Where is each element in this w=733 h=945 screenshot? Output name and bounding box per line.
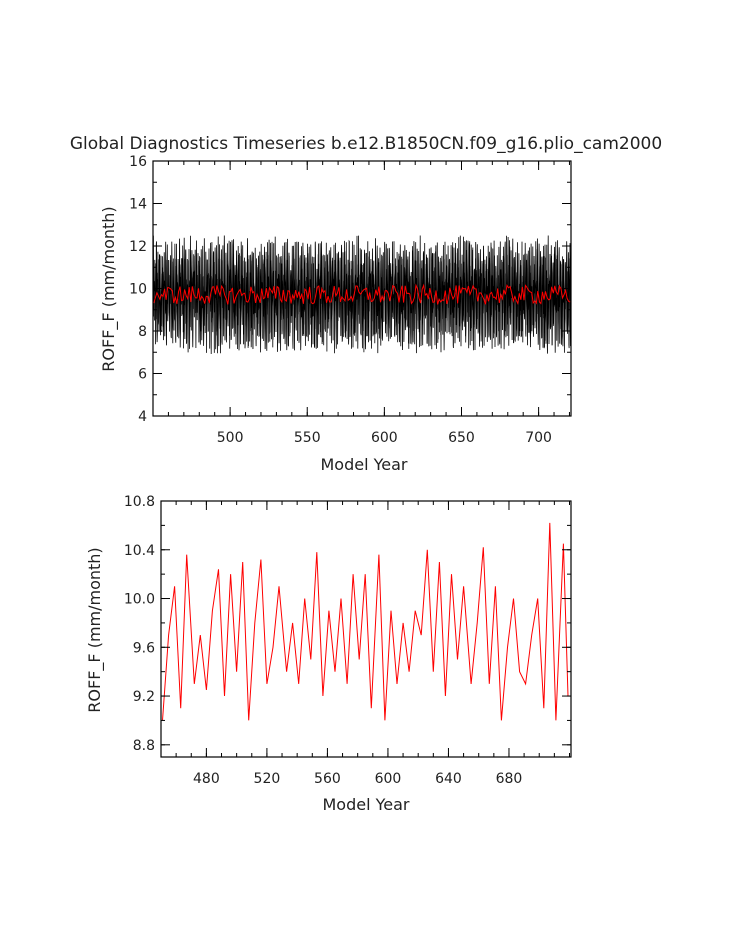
top-panel: 500 550 600 650 700 4 6 8 10 12 14 16 Model Year RO… xyxy=(99,154,572,474)
top-annual-line xyxy=(153,283,571,306)
figure-title: Global Diagnostics Timeseries b.e12.B185… xyxy=(70,134,662,154)
bottom-annual-series xyxy=(162,522,569,721)
top-y-tick-label: 4 xyxy=(138,409,147,425)
top-annual-series xyxy=(153,283,571,306)
top-y-tick-label: 16 xyxy=(129,154,147,170)
bottom-y-tick-label: 8.8 xyxy=(133,738,155,754)
bottom-x-tick-label: 480 xyxy=(193,771,220,787)
top-monthly-series xyxy=(152,235,572,355)
bottom-x-tick-label: 640 xyxy=(435,771,462,787)
top-monthly-line xyxy=(152,235,572,355)
top-y-tick-label: 14 xyxy=(129,197,147,213)
top-y-tick-label: 8 xyxy=(138,324,147,340)
bottom-y-tick-label: 10.8 xyxy=(124,494,155,510)
bottom-x-axis-label: Model Year xyxy=(323,795,410,814)
bottom-panel: 480 520 560 600 640 6808.89.29.610.010.410.8 … xyxy=(85,494,572,814)
top-axis-ticks: 500 550 600 650 700 4 6 8 10 12 14 16 xyxy=(129,154,571,446)
top-x-tick-label: 600 xyxy=(371,430,398,446)
bottom-x-tick-label: 600 xyxy=(375,771,402,787)
bottom-axis-ticks: 480 520 560 600 640 680 8.8 9.2 9.6 10.0 10.4 10.8 xyxy=(124,494,571,787)
bottom-y-tick-label: 10.0 xyxy=(124,592,155,608)
top-y-tick-label: 6 xyxy=(138,367,147,383)
top-x-tick-label: 550 xyxy=(294,430,321,446)
top-x-tick-label: 500 xyxy=(217,430,244,446)
top-y-tick-label: 12 xyxy=(129,239,147,255)
top-x-tick-label: 700 xyxy=(525,430,552,446)
bottom-annual-line xyxy=(162,522,569,721)
bottom-y-tick-label: 9.6 xyxy=(133,640,155,656)
top-x-axis-label: Model Year xyxy=(321,455,408,474)
bottom-plot-frame xyxy=(160,500,572,758)
bottom-y-tick-label: 10.4 xyxy=(124,543,155,559)
bottom-x-tick-label: 560 xyxy=(314,771,341,787)
top-x-tick-label: 650 xyxy=(448,430,475,446)
bottom-x-tick-label: 680 xyxy=(496,771,523,787)
bottom-x-tick-label: 520 xyxy=(254,771,281,787)
bottom-y-axis-label: ROFF_F (mm/month) xyxy=(85,547,105,712)
top-y-tick-label: 10 xyxy=(129,282,147,298)
bottom-y-tick-label: 9.2 xyxy=(133,689,155,705)
top-y-axis-label: ROFF_F (mm/month) xyxy=(99,206,119,371)
